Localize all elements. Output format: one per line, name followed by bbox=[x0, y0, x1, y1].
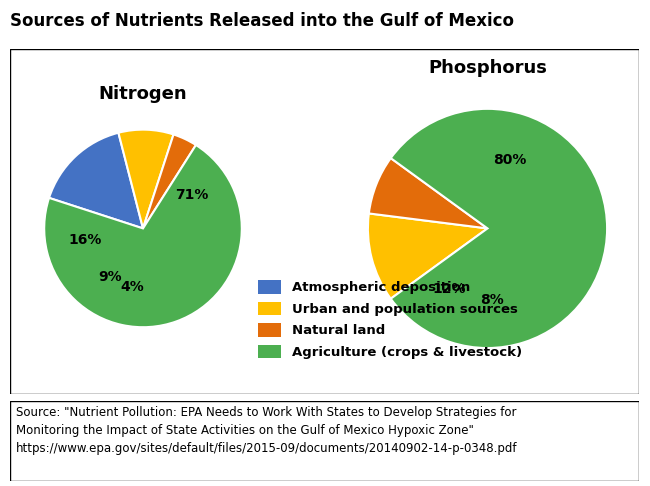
Text: 9%: 9% bbox=[98, 270, 122, 284]
Wedge shape bbox=[44, 145, 242, 327]
Text: 8%: 8% bbox=[480, 293, 504, 307]
Legend: Atmospheric deposition, Urban and population sources, Natural land, Agriculture : Atmospheric deposition, Urban and popula… bbox=[254, 276, 526, 363]
Wedge shape bbox=[369, 158, 488, 228]
Text: 71%: 71% bbox=[176, 188, 209, 202]
Wedge shape bbox=[118, 130, 174, 228]
Title: Nitrogen: Nitrogen bbox=[99, 86, 187, 104]
Text: 80%: 80% bbox=[493, 153, 526, 167]
Wedge shape bbox=[143, 135, 196, 228]
Wedge shape bbox=[49, 133, 143, 228]
Wedge shape bbox=[368, 213, 488, 299]
Text: Sources of Nutrients Released into the Gulf of Mexico: Sources of Nutrients Released into the G… bbox=[10, 12, 514, 30]
Text: 16%: 16% bbox=[68, 232, 101, 246]
Text: 4%: 4% bbox=[120, 279, 144, 294]
Title: Phosphorus: Phosphorus bbox=[428, 59, 547, 77]
Text: 12%: 12% bbox=[432, 282, 466, 296]
Text: Source: "Nutrient Pollution: EPA Needs to Work With States to Develop Strategies: Source: "Nutrient Pollution: EPA Needs t… bbox=[16, 406, 518, 455]
Wedge shape bbox=[391, 109, 607, 348]
